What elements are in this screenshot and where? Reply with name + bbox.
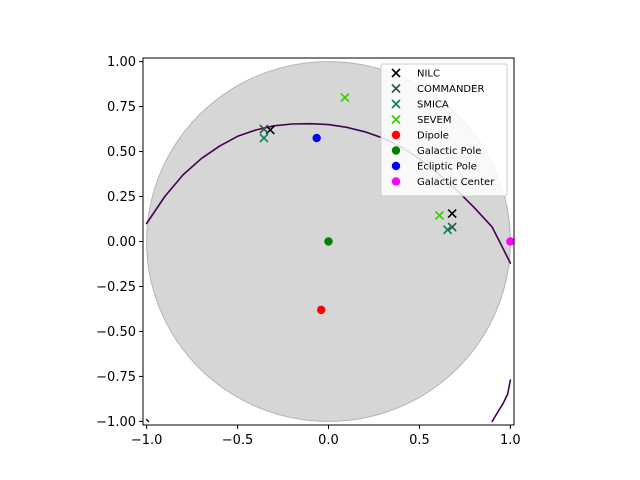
x-tick-label: 0.0: [318, 433, 339, 448]
y-tick-label: 1.00: [107, 55, 136, 70]
legend-label-sevem: SEVEM: [417, 115, 451, 126]
y-tick-label: 0.25: [107, 190, 136, 205]
legend-label-dipole: Dipole: [417, 131, 449, 142]
x-tick-label: 0.5: [409, 433, 430, 448]
legend-marker-commander: [391, 83, 401, 94]
commander-point: [259, 124, 269, 134]
legend-label-commander: COMMANDER: [417, 84, 484, 95]
commander-point: [447, 222, 457, 232]
contour-curve-3: [145, 418, 150, 423]
y-tick-label: 0.50: [107, 145, 136, 160]
legend-label-galactic-pole: Galactic Pole: [417, 146, 481, 157]
dipole-point: [317, 305, 326, 315]
nilc-point: [447, 209, 457, 219]
y-tick-label: −0.75: [96, 370, 136, 385]
legend-marker-dipole: [391, 130, 401, 140]
legend-marker-ecliptic-pole: [391, 161, 401, 171]
legend-marker-nilc: [391, 68, 401, 78]
legend-marker-smica: [391, 99, 401, 109]
x-tick-label: 1.0: [500, 433, 521, 448]
y-tick-label: −0.50: [96, 325, 136, 340]
smica-point: [443, 225, 453, 235]
legend-marker-galactic-center: [391, 177, 401, 186]
legend-label-galactic-center: Galactic Center: [417, 177, 495, 188]
legend: [380, 63, 508, 197]
sevem-point: [340, 93, 350, 103]
legend-label-ecliptic-pole: Ecliptic Pole: [417, 162, 477, 173]
legend-marker-galactic-pole: [391, 146, 401, 155]
ecliptic-pole-point: [312, 133, 321, 143]
x-tick-label: −1.0: [131, 433, 163, 448]
x-tick-label: −0.5: [222, 433, 254, 448]
sevem-point: [434, 210, 445, 220]
galactic-pole-point: [324, 237, 333, 246]
smica-point: [259, 133, 269, 143]
legend-label-nilc: NILC: [417, 69, 440, 80]
contour-curve-2: [491, 379, 512, 423]
y-tick-label: −0.25: [96, 280, 136, 295]
y-tick-label: −1.00: [96, 415, 136, 430]
y-tick-label: 0.75: [107, 100, 136, 115]
y-tick-label: 0.00: [107, 235, 136, 250]
galactic-center-point: [506, 237, 515, 246]
legend-marker-sevem: [391, 114, 401, 125]
legend-label-smica: SMICA: [417, 100, 449, 111]
